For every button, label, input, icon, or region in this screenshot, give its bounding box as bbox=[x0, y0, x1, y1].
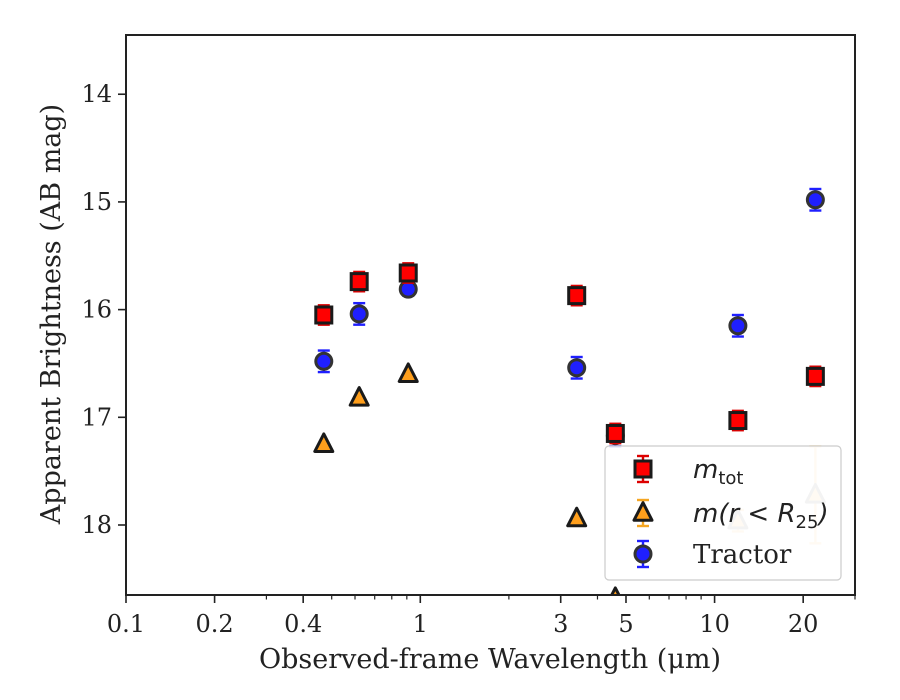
x-tick-label: 20 bbox=[788, 610, 819, 638]
y-tick-label: 16 bbox=[81, 296, 112, 324]
legend-label: mtot bbox=[693, 455, 743, 489]
legend-entry: mtot bbox=[633, 454, 743, 489]
data-point-circle bbox=[314, 349, 334, 374]
x-tick-label: 0.2 bbox=[196, 610, 234, 638]
data-point-square bbox=[728, 409, 748, 432]
square-marker bbox=[567, 286, 587, 306]
triangle-marker bbox=[397, 362, 419, 383]
legend-entry: m(r < R25) bbox=[632, 498, 829, 533]
data-point-square bbox=[398, 262, 418, 284]
data-point-circle bbox=[349, 301, 369, 326]
x-axis-label: Observed-frame Wavelength (μm) bbox=[259, 644, 721, 675]
triangle-marker bbox=[566, 506, 588, 528]
data-point-square bbox=[805, 365, 825, 388]
square-marker bbox=[349, 272, 369, 292]
legend-square-marker bbox=[633, 459, 653, 479]
y-axis-label: Apparent Brightness (AB mag) bbox=[36, 104, 67, 525]
plot-frame bbox=[125, 34, 856, 596]
legend-box bbox=[604, 445, 842, 581]
circle-marker bbox=[567, 358, 587, 378]
data-point-triangle bbox=[610, 586, 621, 595]
y-axis-ticks: 14 15 16 17 18 bbox=[81, 80, 126, 539]
square-marker bbox=[728, 411, 748, 431]
square-marker bbox=[314, 305, 334, 325]
triangle-marker bbox=[313, 432, 335, 453]
circle-marker bbox=[728, 316, 748, 336]
legend-label: m(r < R25) bbox=[693, 499, 829, 533]
x-tick-label: 0.4 bbox=[284, 610, 322, 638]
square-marker bbox=[398, 263, 418, 283]
x-tick-label: 3 bbox=[553, 610, 568, 638]
triangle-marker bbox=[610, 586, 621, 595]
series-circle bbox=[314, 187, 825, 448]
legend-entry: Tractor bbox=[633, 539, 792, 570]
circle-marker bbox=[805, 190, 825, 210]
square-marker bbox=[605, 423, 625, 443]
legend-circle-marker bbox=[633, 544, 653, 564]
y-tick-label: 17 bbox=[81, 403, 112, 431]
legend-triangle-marker bbox=[632, 501, 654, 522]
data-point-circle bbox=[728, 313, 748, 338]
triangle-marker bbox=[348, 386, 370, 407]
legend-label: Tractor bbox=[693, 540, 792, 570]
data-point-triangle bbox=[348, 386, 370, 407]
data-point-triangle bbox=[313, 432, 335, 453]
x-tick-label: 0.1 bbox=[107, 610, 145, 638]
data-point-square bbox=[567, 284, 587, 307]
circle-marker bbox=[349, 304, 369, 324]
plot-border bbox=[125, 34, 856, 596]
legend: mtot m(r < R25) Tractor bbox=[604, 445, 842, 581]
square-marker bbox=[805, 366, 825, 386]
y-tick-label: 14 bbox=[81, 80, 112, 108]
y-tick-label: 18 bbox=[81, 511, 112, 539]
series-square bbox=[314, 262, 825, 445]
data-point-triangle bbox=[397, 362, 419, 383]
x-tick-label: 1 bbox=[413, 610, 428, 638]
x-tick-label: 10 bbox=[699, 610, 730, 638]
data-point-square bbox=[349, 270, 369, 293]
data-point-square bbox=[314, 304, 334, 326]
x-axis-ticks: 0.1 0.2 0.4 1 3 5 10 20 bbox=[107, 595, 856, 638]
data-point-triangle bbox=[566, 506, 588, 528]
data-point-square bbox=[605, 422, 625, 445]
data-point-circle bbox=[805, 187, 825, 212]
circle-marker bbox=[314, 351, 334, 371]
data-point-circle bbox=[567, 355, 587, 380]
y-tick-label: 15 bbox=[81, 188, 112, 216]
x-tick-label: 5 bbox=[618, 610, 633, 638]
